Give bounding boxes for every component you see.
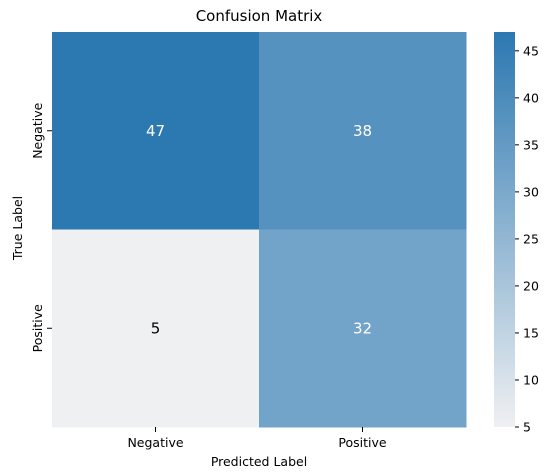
colorbar-tick-label: 10 — [523, 372, 539, 387]
heatmap-cell — [259, 229, 467, 428]
colorbar-tick-label: 30 — [523, 184, 539, 199]
colorbar-tick-label: 35 — [523, 137, 539, 152]
x-tick-label: Negative — [127, 435, 183, 450]
y-axis-label: True Label — [10, 196, 25, 261]
cell-value-label: 5 — [151, 319, 161, 337]
x-axis-label: Predicted Label — [211, 454, 307, 469]
heatmap-cell — [259, 32, 467, 230]
y-axis: Negative Positive — [30, 102, 52, 352]
heatmap-cell — [52, 229, 260, 428]
colorbar-tick-label: 25 — [523, 231, 539, 246]
colorbar-tick-label: 5 — [523, 420, 531, 435]
colorbar-tick-label: 45 — [523, 43, 539, 58]
colorbar-ticks: 5 10 15 20 25 30 35 40 45 — [515, 43, 539, 435]
heatmap-cells — [52, 32, 467, 428]
cell-annotations: 47 38 5 32 — [146, 122, 372, 338]
x-axis: Negative Positive — [127, 427, 387, 450]
cell-value-label: 32 — [353, 319, 372, 337]
colorbar-tick-label: 20 — [523, 278, 539, 293]
colorbar — [494, 32, 515, 427]
cell-value-label: 47 — [146, 122, 165, 140]
colorbar-tick-label: 15 — [523, 325, 539, 340]
y-tick-label: Positive — [30, 304, 45, 352]
cell-value-label: 38 — [353, 122, 372, 140]
colorbar-tick-label: 40 — [523, 90, 539, 105]
chart-title: Confusion Matrix — [196, 7, 323, 25]
y-tick-label: Negative — [30, 102, 45, 158]
heatmap-cell — [52, 32, 260, 230]
x-tick-label: Positive — [338, 435, 386, 450]
